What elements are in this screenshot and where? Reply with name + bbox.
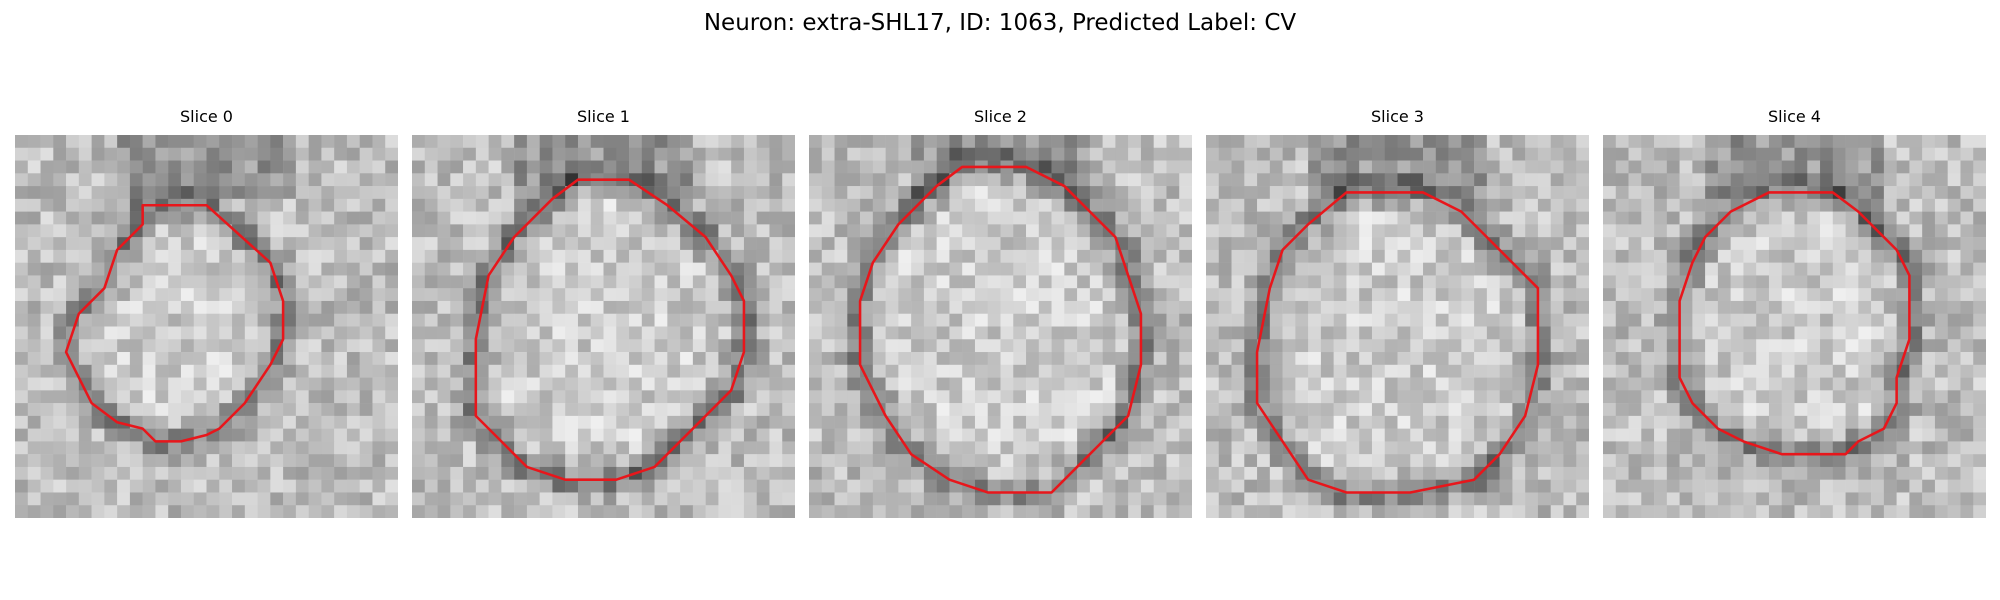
slice-title: Slice 3 bbox=[1371, 107, 1424, 126]
segmentation-contour bbox=[858, 165, 1143, 494]
segmentation-contour bbox=[64, 203, 285, 443]
segmentation-contour bbox=[474, 178, 746, 481]
slice-image bbox=[809, 135, 1192, 518]
slice-title: Slice 2 bbox=[974, 107, 1027, 126]
slice-panel-2: Slice 2 bbox=[809, 106, 1192, 518]
segmentation-contour bbox=[1255, 191, 1540, 494]
slice-panel-1: Slice 1 bbox=[412, 106, 795, 518]
slice-image bbox=[15, 135, 398, 518]
slice-title: Slice 4 bbox=[1768, 107, 1821, 126]
slice-image bbox=[1603, 135, 1986, 518]
figure-title: Neuron: extra-SHL17, ID: 1063, Predicted… bbox=[703, 10, 1297, 36]
slice-image bbox=[1206, 135, 1589, 518]
slice-image bbox=[412, 135, 795, 518]
slice-title: Slice 0 bbox=[180, 107, 233, 126]
slice-panel-4: Slice 4 bbox=[1603, 106, 1986, 518]
slice-title: Slice 1 bbox=[577, 107, 630, 126]
slice-panel-0: Slice 0 bbox=[15, 106, 398, 518]
slice-panel-3: Slice 3 bbox=[1206, 106, 1589, 518]
segmentation-contour bbox=[1678, 191, 1911, 456]
